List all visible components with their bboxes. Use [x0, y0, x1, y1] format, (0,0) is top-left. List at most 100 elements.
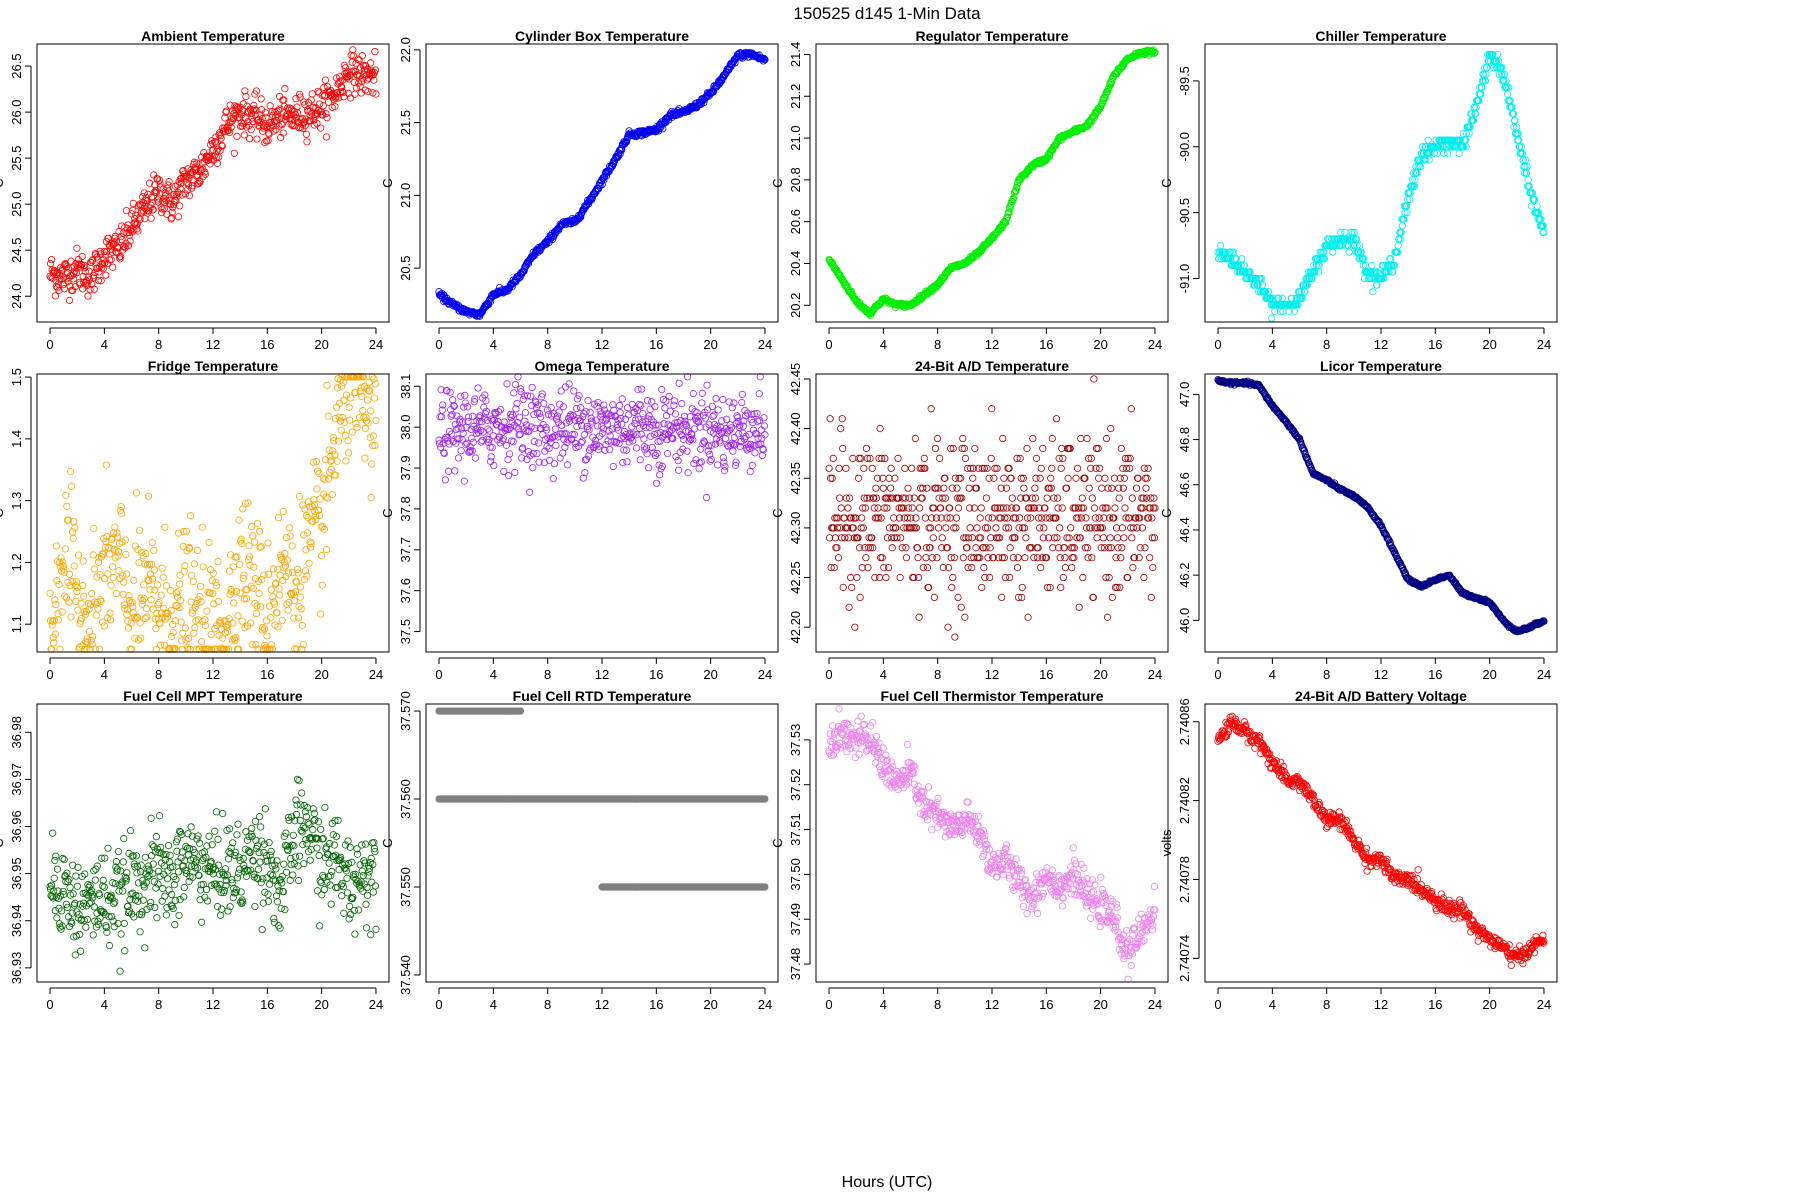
data-point [107, 256, 115, 264]
data-point [916, 504, 924, 512]
data-point [845, 603, 853, 611]
x-tick-label: 20 [703, 337, 717, 352]
y-tick-label: -91.0 [1177, 264, 1192, 294]
data-point [188, 571, 196, 579]
data-point [55, 286, 63, 294]
x-tick-label: 12 [206, 667, 220, 682]
data-point [586, 408, 594, 416]
data-point [887, 484, 895, 492]
data-point [61, 545, 69, 553]
y-tick-label: 20.2 [788, 293, 803, 318]
data-point [1068, 564, 1076, 572]
data-point [298, 114, 306, 122]
data-point [291, 111, 300, 119]
data-point [1089, 593, 1097, 601]
data-points [435, 48, 769, 320]
data-point [100, 622, 108, 630]
data-point [897, 534, 905, 542]
data-point [751, 449, 759, 457]
data-point [142, 604, 150, 612]
data-point [286, 524, 294, 532]
data-point [1067, 524, 1075, 532]
data-point [1398, 222, 1406, 230]
data-point [56, 271, 64, 280]
data-point [1064, 474, 1072, 482]
data-point [132, 489, 140, 497]
data-point [234, 105, 243, 113]
data-point [902, 544, 910, 552]
data-point [504, 472, 513, 480]
data-point [1006, 544, 1014, 552]
data-point [616, 401, 624, 410]
data-point [853, 573, 861, 582]
data-point [371, 48, 379, 56]
data-point [1055, 454, 1063, 462]
y-tick-label: 37.5 [398, 619, 413, 644]
data-point [56, 645, 64, 653]
data-point [663, 450, 672, 458]
data-point [1115, 494, 1123, 502]
data-point [702, 493, 711, 502]
x-tick-label: 16 [1039, 337, 1053, 352]
data-point [60, 274, 68, 282]
data-point [195, 179, 203, 187]
data-point [156, 180, 164, 188]
y-tick-label: 42.30 [788, 512, 803, 545]
data-point [549, 475, 557, 483]
data-point [652, 127, 661, 135]
data-point [910, 494, 918, 502]
data-point [370, 394, 378, 402]
data-point [173, 193, 181, 201]
data-point [126, 237, 134, 245]
data-point [848, 583, 856, 592]
data-point [449, 396, 457, 404]
y-tick-label: 1.4 [9, 430, 24, 448]
data-point [847, 573, 855, 582]
data-point [176, 571, 184, 579]
data-point [529, 464, 537, 472]
y-axis: 1.11.21.31.41.5 [9, 368, 32, 633]
data-point [133, 219, 142, 228]
data-point [980, 564, 988, 572]
data-point [302, 546, 310, 554]
data-point [992, 524, 1000, 532]
data-point [65, 570, 74, 578]
data-point [214, 557, 222, 566]
data-point [255, 527, 264, 535]
data-point [1103, 613, 1112, 621]
data-point [135, 559, 143, 567]
data-point [103, 259, 112, 268]
data-point [1000, 474, 1008, 482]
data-point [870, 504, 878, 512]
data-point [1036, 474, 1044, 482]
data-point [1039, 444, 1047, 453]
data-point [136, 619, 144, 627]
data-point [877, 554, 885, 562]
data-point [911, 434, 919, 443]
data-point [281, 115, 289, 124]
data-point [83, 280, 92, 288]
data-point [50, 269, 58, 277]
data-point [71, 524, 79, 532]
data-point [829, 454, 837, 462]
y-tick-label: 1.1 [9, 615, 24, 633]
data-point [1007, 474, 1015, 482]
data-point [678, 400, 686, 408]
data-point [1061, 554, 1069, 562]
data-point [175, 202, 184, 210]
data-point [623, 404, 632, 412]
panel-title: Ambient Temperature [141, 28, 285, 44]
data-point [844, 504, 852, 512]
data-point [176, 184, 184, 192]
data-point [1394, 241, 1402, 250]
data-point [342, 457, 350, 465]
data-point [267, 614, 275, 622]
data-point [998, 593, 1006, 601]
data-point [129, 603, 137, 611]
data-point [52, 600, 60, 609]
data-point [927, 524, 935, 532]
x-tick-label: 16 [1039, 667, 1053, 682]
data-point [1120, 474, 1129, 482]
